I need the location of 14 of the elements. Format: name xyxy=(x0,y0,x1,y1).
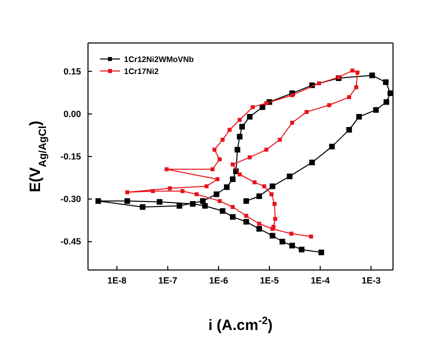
x-tick-label: 1E-5 xyxy=(260,275,279,286)
y-tick-label: 0.15 xyxy=(63,66,81,76)
x-axis-title: i (A.cm$^{-2}$) xyxy=(208,315,273,334)
y-tick-label: 0.00 xyxy=(63,108,81,119)
x-tick-label: 1E-4 xyxy=(310,275,330,286)
x-tick-label: 1E-6 xyxy=(209,275,228,286)
x-tick-label: 1E-3 xyxy=(362,275,381,286)
legend-label: 1Cr12Ni2WMoVNb xyxy=(124,54,194,64)
x-tick-label: 1E-7 xyxy=(158,275,178,286)
y-tick-label: -0.30 xyxy=(60,194,81,204)
y-tick-label: -0.45 xyxy=(60,236,81,247)
legend-label: 1Cr17Ni2 xyxy=(124,66,160,76)
y-tick-label: -0.15 xyxy=(60,151,81,162)
x-tick-label: 1E-8 xyxy=(107,275,126,286)
